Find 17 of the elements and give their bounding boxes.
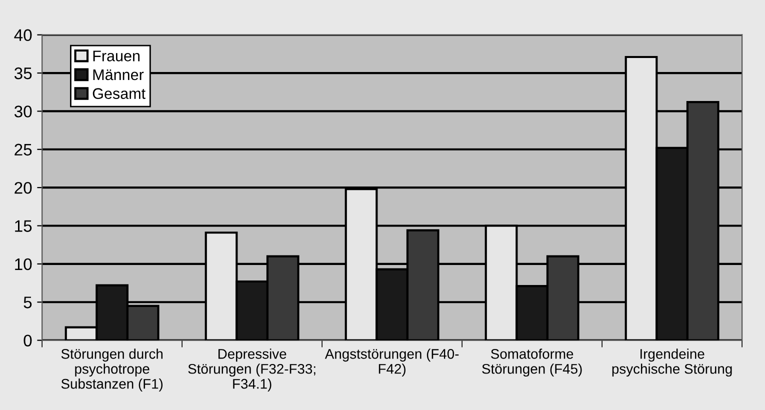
- y-tick-label: 20: [14, 182, 32, 194]
- legend-label: Männer: [93, 70, 144, 80]
- legend-label: Frauen: [93, 50, 140, 62]
- x-tick-label: Somatoforme Störungen (F45): [482, 348, 582, 377]
- y-tick-label: 10: [15, 258, 32, 270]
- x-tick-label: Irgendeine psychische Störung: [612, 348, 732, 377]
- legend-label: Gesamt: [92, 88, 146, 99]
- y-tick-label: 25: [14, 144, 32, 156]
- x-tick-label: Angststörungen (F40- F42): [324, 348, 459, 377]
- y-tick-label: 0: [24, 334, 32, 347]
- y-tick-label: 15: [15, 220, 32, 232]
- y-tick-label: 5: [24, 296, 32, 308]
- y-tick-label: 30: [14, 106, 32, 118]
- y-tick-label: 40: [14, 29, 32, 42]
- x-tick-label: Störungen durch psychotrope Substanzen (F1): [61, 348, 163, 392]
- x-tick-label: Depressive Störungen (F32-F33; F34.1): [188, 348, 316, 392]
- y-tick-label: 35: [14, 67, 32, 80]
